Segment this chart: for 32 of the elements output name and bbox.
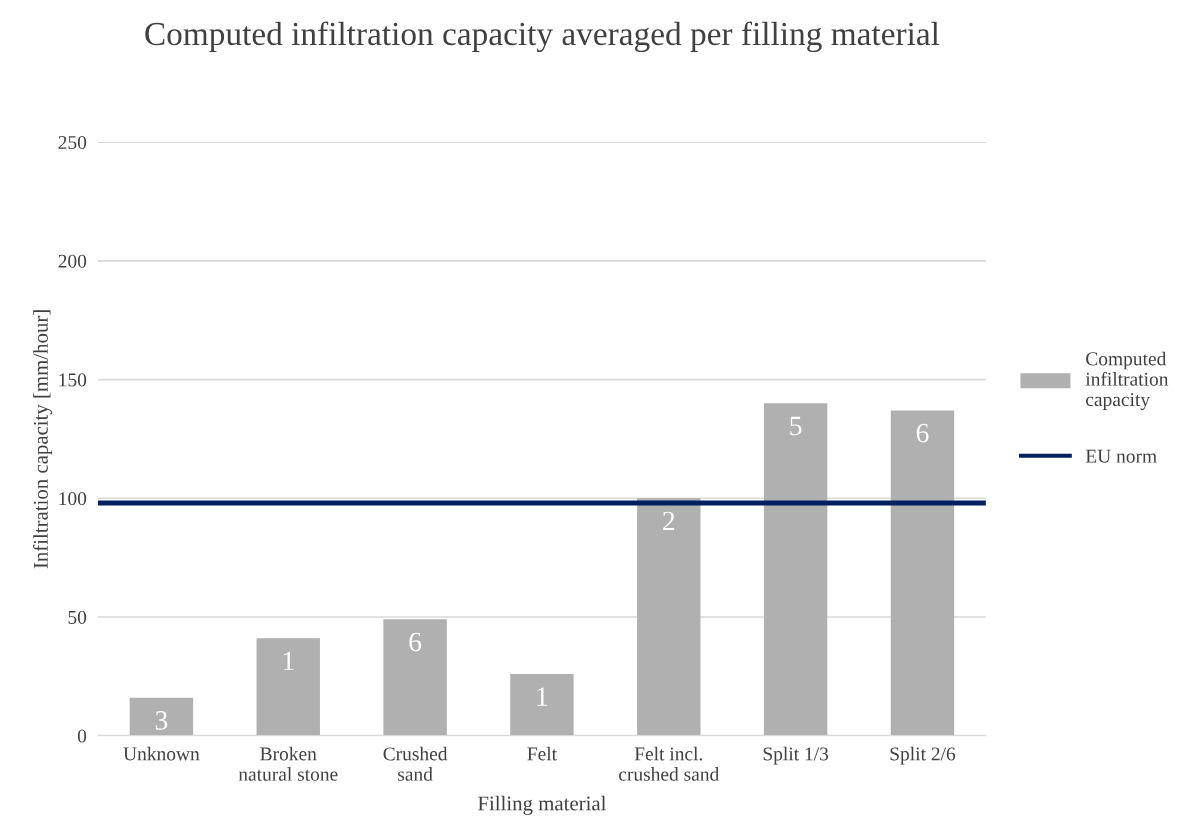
bar [763,403,828,736]
annotation: 1 [283,651,294,671]
bar [129,697,194,736]
y-tick-label: 150 [59,373,87,387]
y-axis-title: Infiltration capacity [mm/hour] [32,310,53,569]
annotation: 1 [537,687,548,706]
bar [510,673,574,736]
y-tick-label: 50 [68,610,87,624]
x-tick-label: Unknown [123,746,200,761]
x-tick-label: Broken natural stone [238,746,338,781]
bar [890,410,955,736]
legend-label: EU norm [1085,449,1157,463]
legend-label: Computed infiltration capacity [1085,351,1169,411]
y-tick-label: 100 [59,492,87,506]
x-tick-label: Felt [527,746,557,761]
y-tick-label: 250 [58,135,87,150]
x-tick-label: Felt incl. crushed sand [619,746,720,781]
y-tick-label: 0 [77,729,87,743]
annotation: 6 [409,632,422,652]
annotation: 5 [790,416,802,436]
x-axis-title: Filling material [478,795,607,815]
bar [256,638,320,736]
annotation: 3 [155,711,168,730]
x-tick-label: Split 2/6 [890,746,956,765]
x-tick-label: Split 1/3 [763,746,829,765]
chart-title: Computed infiltration capacity averaged per filling material [145,21,940,53]
bar [637,498,701,736]
annotation: 2 [663,511,675,531]
x-tick-label: Crushed sand [383,746,448,781]
bar [383,619,447,736]
y-tick-label: 200 [58,254,87,268]
annotation: 6 [916,423,929,443]
